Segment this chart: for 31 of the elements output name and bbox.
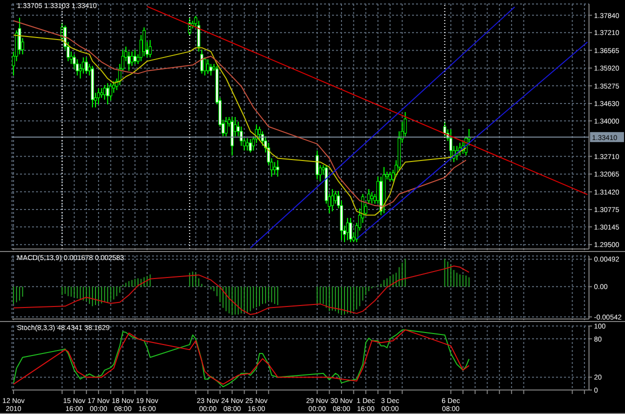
candlestick: [148, 40, 152, 58]
candlestick: [84, 56, 88, 74]
candlestick: [224, 116, 228, 137]
candlestick: [142, 26, 146, 57]
candlestick: [76, 58, 79, 76]
candlestick: [346, 217, 350, 241]
candlestick: [203, 56, 206, 76]
candlestick: [316, 150, 319, 180]
line-series: [13, 266, 470, 316]
candlestick: [106, 82, 110, 105]
candlestick: [248, 138, 252, 153]
candlestick: [330, 188, 334, 212]
candlestick: [367, 188, 370, 204]
candlestick: [103, 84, 106, 100]
candlestick: [100, 88, 104, 98]
candlestick: [197, 20, 200, 52]
candlestick: [388, 171, 392, 182]
candlestick: [276, 160, 280, 178]
candlestick: [349, 217, 352, 243]
candlestick: [273, 162, 276, 176]
candlestick: [97, 88, 100, 105]
candlestick: [209, 63, 212, 76]
candlestick: [246, 138, 249, 152]
candlestick: [130, 51, 134, 66]
candlestick: [109, 82, 112, 102]
candlestick: [206, 58, 210, 74]
candlestick: [449, 128, 452, 161]
candlestick: [370, 192, 374, 204]
candlestick: [82, 56, 85, 74]
candlestick: [200, 49, 204, 74]
candlestick: [133, 49, 136, 64]
